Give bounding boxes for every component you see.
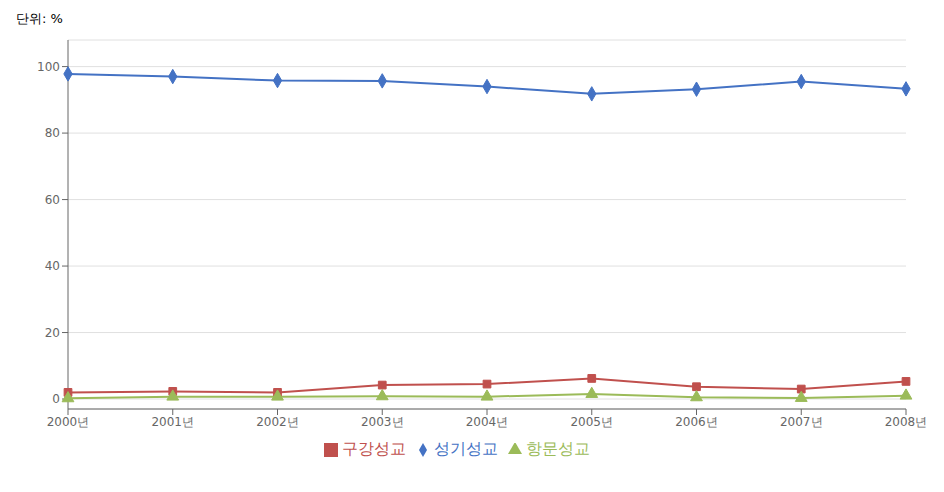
html-text:항문성교: 항문성교 [526,439,590,458]
svg-text:2001년: 2001년 [151,415,194,429]
svg-text:80: 80 [45,126,60,140]
html-text:단위: %: 단위: % [16,11,63,26]
svg-text:40: 40 [45,259,60,273]
svg-text:2000년: 2000년 [47,415,90,429]
svg-text:2004년: 2004년 [466,415,509,429]
svg-text:100: 100 [37,60,60,74]
svg-text:2006년: 2006년 [675,415,718,429]
svg-text:2003년: 2003년 [361,415,404,429]
svg-text:2005년: 2005년 [570,415,613,429]
svg-text:2007년: 2007년 [780,415,823,429]
html-text:구강성교: 구강성교 [342,439,406,458]
html-text:성기성교: 성기성교 [434,439,498,458]
svg-text:20: 20 [45,326,60,340]
svg-text:0: 0 [52,392,60,406]
svg-text:60: 60 [45,193,60,207]
svg-text:2002년: 2002년 [256,415,299,429]
svg-text:2008년: 2008년 [885,415,928,429]
